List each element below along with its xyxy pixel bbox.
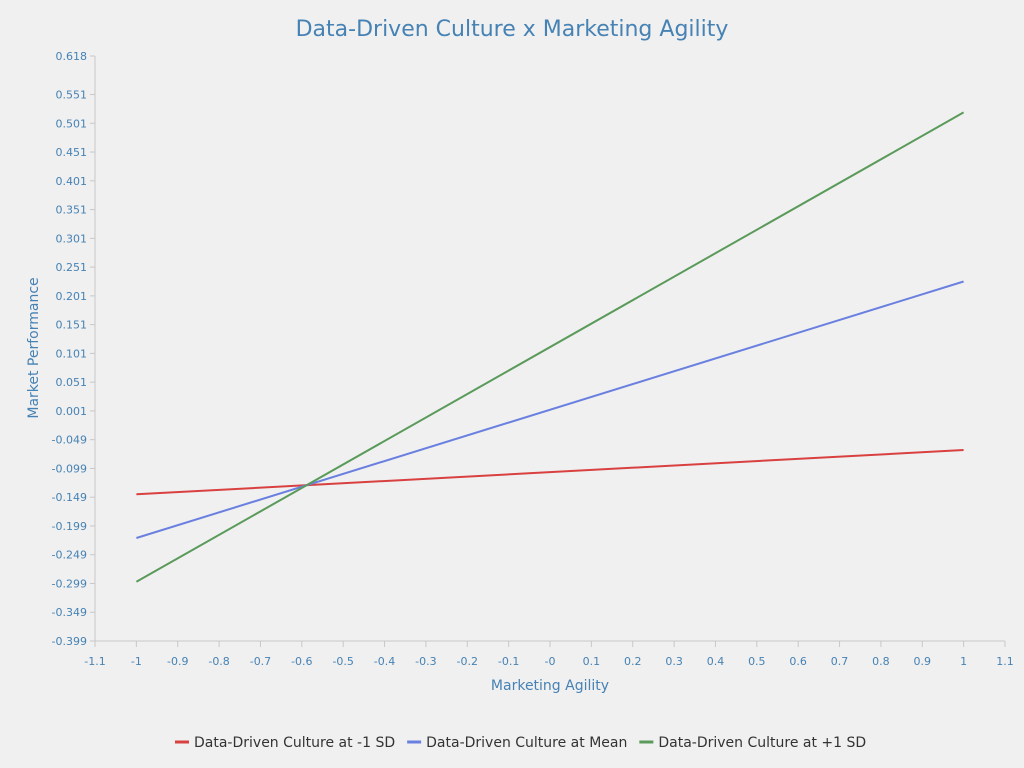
x-tick-label: 1	[960, 655, 967, 668]
x-tick-label: -0.4	[374, 655, 395, 668]
y-tick-label: 0.618	[56, 50, 88, 63]
y-tick-label: -0.199	[52, 520, 87, 533]
y-tick-label: -0.349	[52, 606, 87, 619]
y-tick-label: 0.551	[56, 89, 88, 102]
x-tick-label: -1.1	[84, 655, 105, 668]
y-tick-label: 0.051	[56, 376, 88, 389]
x-tick-label: 0.9	[914, 655, 932, 668]
x-axis: -1.1 -1 -0.9 -0.8 -0.7 -0.6 -0.5 -0.4 -0.3 -0.2 -0…	[84, 640, 1014, 668]
y-tick-label: -0.249	[52, 549, 87, 562]
x-tick-label: -0.9	[167, 655, 188, 668]
x-tick-label: 0.3	[665, 655, 683, 668]
y-tick-label: 0.401	[56, 175, 88, 188]
x-tick-label: 0.1	[583, 655, 601, 668]
x-tick-label: 0.2	[624, 655, 642, 668]
y-tick-label: 0.201	[56, 290, 88, 303]
y-axis: -0.399 -0.349 -0.299 -0.249 -0.199 -0.149 -0.0…	[52, 50, 96, 648]
y-tick-label: 0.351	[56, 204, 88, 217]
y-tick-label: -0.149	[52, 491, 87, 504]
series-line-2	[135, 111, 965, 583]
chart-title: Data-Driven Culture x Marketing Agility	[296, 17, 729, 42]
y-tick-label: 0.301	[56, 232, 88, 245]
series-line-1	[136, 280, 964, 539]
x-tick-label: -0.5	[332, 655, 353, 668]
y-tick-label: 0.001	[56, 405, 88, 418]
x-tick-label: -0.7	[250, 655, 271, 668]
y-tick-label: -0.399	[52, 635, 87, 648]
x-tick-label: -0.1	[498, 655, 519, 668]
y-tick-label: -0.099	[52, 462, 87, 475]
x-tick-label: -0.2	[457, 655, 478, 668]
x-tick-label: 1.1	[996, 655, 1014, 668]
x-tick-label: -0.3	[415, 655, 436, 668]
series-lines	[135, 111, 965, 583]
y-tick-label: -0.049	[52, 434, 87, 447]
series-line-0	[136, 449, 964, 496]
y-tick-label: 0.251	[56, 261, 88, 274]
x-tick-label: 0.6	[789, 655, 807, 668]
y-tick-label: 0.501	[56, 117, 88, 130]
y-axis-label: Market Performance	[26, 277, 42, 418]
y-tick-label: 0.451	[56, 146, 88, 159]
x-tick-label: -0	[545, 655, 556, 668]
y-tick-label: 0.101	[56, 347, 88, 360]
x-tick-label: -0.8	[208, 655, 229, 668]
x-tick-label: 0.4	[707, 655, 725, 668]
x-tick-label: 0.5	[748, 655, 766, 668]
x-tick-label: -1	[131, 655, 142, 668]
x-axis-label: Marketing Agility	[491, 678, 609, 694]
legend-label-2: Data-Driven Culture at +1 SD	[658, 735, 866, 751]
x-tick-label: -0.6	[291, 655, 312, 668]
x-tick-label: 0.7	[831, 655, 849, 668]
legend: Data-Driven Culture at -1 SD Data-Driven …	[175, 735, 866, 751]
y-tick-label: 0.151	[56, 319, 88, 332]
legend-label-1: Data-Driven Culture at Mean	[426, 735, 627, 751]
x-tick-label: 0.8	[872, 655, 890, 668]
y-tick-label: -0.299	[52, 577, 87, 590]
legend-label-0: Data-Driven Culture at -1 SD	[194, 735, 395, 751]
